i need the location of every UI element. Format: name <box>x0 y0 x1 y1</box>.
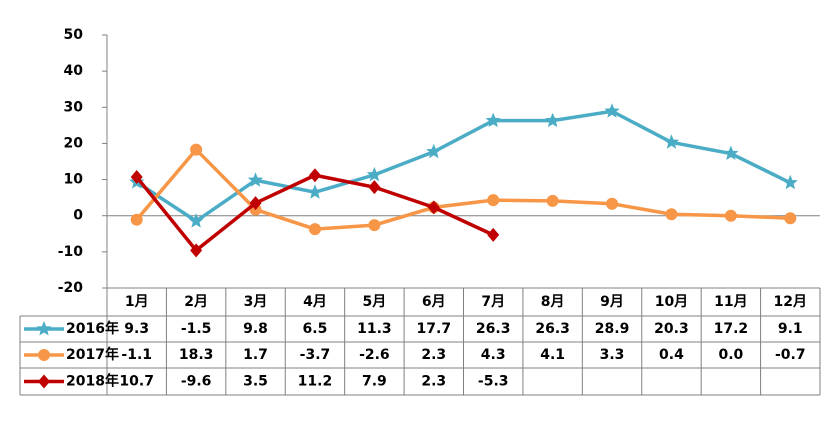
table-value: -0.7 <box>775 347 806 363</box>
point <box>487 227 500 242</box>
table-value: -9.6 <box>181 374 212 390</box>
x-tick-label: 4月 <box>303 294 327 310</box>
y-tick-label: 10 <box>64 172 84 188</box>
point <box>368 180 381 195</box>
table-value: 11.2 <box>298 374 333 390</box>
table-value: 26.3 <box>476 321 511 337</box>
point <box>665 208 678 221</box>
x-tick-label: 6月 <box>422 294 446 310</box>
table-value: 7.9 <box>362 374 387 390</box>
point <box>545 112 561 128</box>
point <box>427 200 440 215</box>
table-value: -2.6 <box>359 347 390 363</box>
table-value: 20.3 <box>654 321 689 337</box>
x-tick-label: 11月 <box>714 294 747 310</box>
x-tick-label: 9月 <box>600 294 624 310</box>
x-tick-label: 12月 <box>774 294 807 310</box>
point <box>366 166 382 182</box>
table-value: -1.5 <box>181 321 212 337</box>
table-value: 17.7 <box>417 321 452 337</box>
point <box>308 168 321 183</box>
table-value: 0.4 <box>659 347 684 363</box>
series-line <box>135 146 791 231</box>
y-tick-label: -10 <box>58 244 84 260</box>
table-value: 9.1 <box>778 321 803 337</box>
point <box>724 209 737 222</box>
table-value: -1.1 <box>121 347 152 363</box>
point <box>38 374 50 389</box>
x-tick-label: 3月 <box>244 294 268 310</box>
table-value: 3.3 <box>600 347 625 363</box>
table-value: 4.3 <box>481 347 506 363</box>
point <box>307 184 323 199</box>
legend-label: 2018年 <box>66 373 119 390</box>
table-value: 28.9 <box>595 321 630 337</box>
point <box>606 197 619 210</box>
y-tick-label: 20 <box>64 135 84 151</box>
table-value: 18.3 <box>179 347 214 363</box>
point <box>368 219 381 232</box>
x-tick-label: 1月 <box>125 294 149 310</box>
point <box>247 172 264 187</box>
point <box>663 134 680 149</box>
y-tick-label: 30 <box>64 99 84 115</box>
table-value: 11.3 <box>357 321 392 337</box>
point <box>190 143 203 156</box>
table-value: 10.7 <box>119 374 154 390</box>
legend-label: 2017年 <box>66 346 119 363</box>
x-tick-label: 10月 <box>655 294 688 310</box>
point <box>546 194 559 207</box>
table-value: 6.5 <box>303 321 328 337</box>
x-tick-label: 2月 <box>184 294 208 310</box>
point <box>784 212 797 225</box>
series-line <box>135 109 792 224</box>
table-value: -5.3 <box>478 374 509 390</box>
point <box>130 213 143 226</box>
table-value: -3.7 <box>300 347 331 363</box>
point <box>249 196 262 211</box>
x-tick-label: 7月 <box>481 294 505 310</box>
table-value: 1.7 <box>243 347 268 363</box>
point <box>130 170 143 185</box>
table-value: 2.3 <box>421 374 446 390</box>
point <box>487 194 500 207</box>
point <box>485 112 501 128</box>
point <box>723 145 739 160</box>
table-value: 9.8 <box>243 321 268 337</box>
table-value: 26.3 <box>535 321 570 337</box>
x-tick-label: 5月 <box>363 294 387 310</box>
table-value: 0.0 <box>718 347 743 363</box>
table-value: 2.3 <box>421 347 446 363</box>
table-value: 3.5 <box>243 374 268 390</box>
y-tick-label: -20 <box>58 280 84 296</box>
point <box>188 213 204 228</box>
table-value: 17.2 <box>714 321 749 337</box>
legend-label: 2016年 <box>66 320 119 337</box>
point <box>782 174 798 190</box>
y-tick-label: 0 <box>73 208 83 224</box>
point <box>426 143 442 159</box>
point <box>308 223 321 236</box>
point <box>604 103 620 118</box>
point <box>190 243 203 258</box>
table-value: 4.1 <box>540 347 565 363</box>
table-value: 9.3 <box>124 321 149 337</box>
x-tick-label: 8月 <box>541 294 565 310</box>
point <box>36 321 52 336</box>
point <box>38 349 50 361</box>
y-tick-label: 40 <box>64 63 84 79</box>
y-tick-label: 50 <box>64 27 84 43</box>
